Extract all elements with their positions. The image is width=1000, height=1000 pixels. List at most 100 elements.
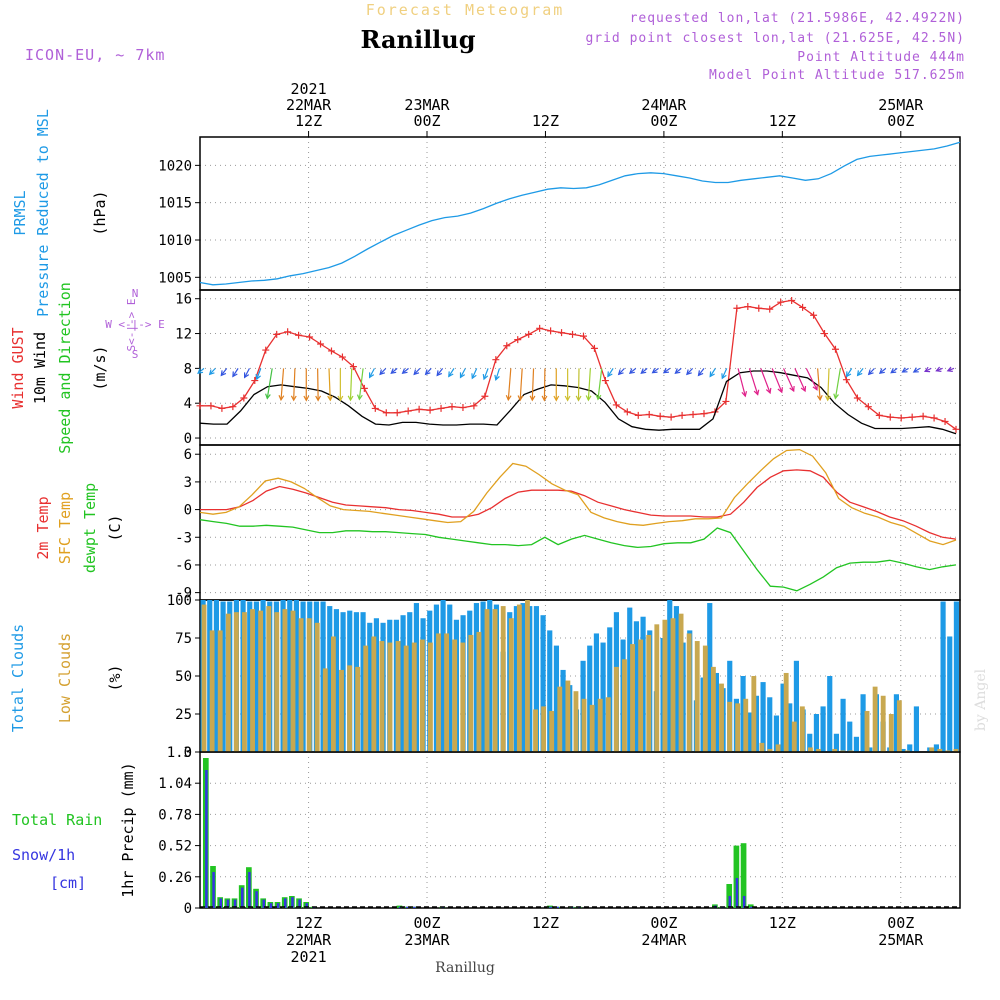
gust-marker [930,414,938,422]
wind-arrow [337,368,344,402]
cloud-low-bar [630,644,635,752]
wind-arrow [232,368,239,378]
cloud-total-bar [480,601,486,752]
wind-arrow [585,368,592,402]
top-time-label: 2021 [291,80,327,98]
wind-arrow [413,367,421,376]
cloud-label: Low Clouds [56,633,74,723]
gust-marker [240,394,248,402]
gust-marker [558,329,566,337]
cloud-total-bar [513,606,519,752]
panel-frame [199,444,961,601]
bottom-time-label: 12Z [532,914,559,932]
compass-we: W <-|-> E [105,318,165,331]
cloud-low-bar [719,683,724,752]
pressure-label: (hPa) [91,190,109,235]
wind-arrow [923,366,932,373]
cloud-total-bar [900,748,906,752]
gust-marker [229,403,237,411]
wind-arrow [946,366,955,372]
gust-marker [327,347,335,355]
wind-arrow [845,368,853,378]
cloud-total-bar [520,603,526,752]
dew-line [199,519,957,592]
chart-subtitle: Forecast Meteogram [366,1,565,19]
cloud-total-bar [853,736,859,752]
cloud-low-bar [274,612,280,752]
cloud-total-bar [893,694,899,752]
cloud-low-bar [500,606,506,752]
gust-marker [678,411,686,419]
wind-arrow [290,368,297,402]
gust-marker [503,342,511,350]
panel-temp: -9 -6 -3 0 3 6 [175,444,961,602]
gust-marker [744,303,752,311]
gust-marker [459,404,467,412]
cloud-low-bar [832,748,838,752]
bottom-time-label: 25MAR [878,931,924,949]
gust-marker [481,392,489,400]
requested-coords: requested lon,lat (21.5986E, 42.4922N) [630,11,965,26]
wind-arrow [505,368,512,402]
wind-arrow [436,368,444,377]
ytick-label: 100 [167,593,192,609]
gust-marker [623,408,631,416]
cloud-label: (%) [106,664,124,691]
cloud-low-bar [403,645,409,752]
snow-bar [269,903,273,908]
gust-marker [284,328,292,336]
wind-arrow [401,367,409,374]
gust-marker [777,298,785,306]
cloud-total-bar [627,607,633,752]
cloud-low-bar [613,666,619,752]
cloud-total-bar [367,622,373,752]
bottom-time-label: 12Z [295,914,322,932]
gust-marker [700,410,708,418]
cloud-low-bar [330,636,336,752]
gust-marker [525,330,533,338]
cloud-total-bar [840,698,846,752]
snow-bar [262,899,266,908]
sfc-line [199,448,957,546]
side-labels: PRMSL Pressure Reduced to MSL (hPa) Wind GU… [9,109,165,898]
cloud-total-bar [473,603,479,752]
cloud-low-bar [864,710,870,752]
ytick-label: 1.3 [167,745,192,761]
cloud-low-bar [840,750,846,752]
ytick-label: 1.04 [158,776,192,792]
ytick-label: -6 [175,558,192,574]
gust-marker [788,296,796,304]
panel-precip: 0 0.26 0.52 0.78 1.04 1.3 [158,745,961,917]
ytick-label: 0.52 [158,839,192,855]
wind-arrow [737,368,748,398]
compass-s: S [132,348,139,361]
cloud-low-bar [476,631,482,752]
gust-marker [799,303,807,311]
snow-bar [298,899,301,908]
ytick-label: 25 [175,707,192,723]
cloud-total-bar [373,618,379,752]
cloud-low-bar [468,634,474,752]
gust-marker [875,411,883,419]
cloud-total-bar [260,600,266,752]
temp-label: 2m Temp [34,496,52,559]
gust-marker [919,412,927,420]
wind-arrow [347,368,354,402]
cloud-total-bar [607,627,613,752]
cloud-total-bar [447,604,453,752]
gust-marker [317,340,325,348]
wind-arrow [890,367,898,374]
gust-marker [426,406,434,414]
cloud-low-bar [541,706,547,752]
wind-arrow [369,368,375,379]
cloud-low-bar [686,633,692,752]
gust-marker [448,403,456,411]
ytick-label: 75 [175,631,192,647]
rain-bar [747,904,754,908]
cloud-low-bar [759,742,765,752]
wind-arrow [265,368,273,400]
gust-marker [579,332,587,340]
cloud-total-bar [593,633,599,752]
wind-label: 10m Wind [31,332,49,404]
cloud-low-bar [339,669,344,752]
